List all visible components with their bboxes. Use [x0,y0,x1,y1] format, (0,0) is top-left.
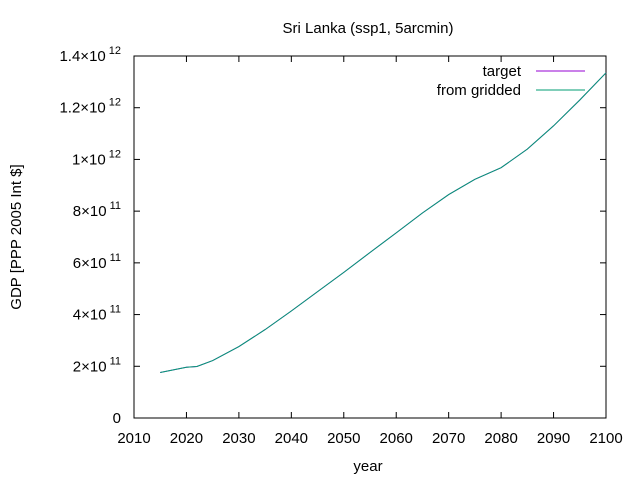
y-tick-label: 1.2×10 12 [59,97,121,117]
x-tick-label: 2060 [380,430,413,447]
x-tick-label: 2050 [327,430,360,447]
y-tick-label: 2×10 11 [73,355,121,375]
x-tick-label: 2080 [484,430,517,447]
y-axis: 0 2×10 11 4×10 11 6×10 11 8×10 11 1×10 12 1.2×10 12 1… [59,45,606,427]
x-tick-label: 2090 [537,430,570,447]
y-tick-label: 0 [113,410,121,427]
y-tick-label: 1.4×10 12 [59,45,121,65]
series-layer [160,72,607,373]
plot-frame [133,55,607,419]
legend-label: target [483,63,522,80]
y-tick-label: 6×10 11 [73,252,121,272]
x-tick-label: 2030 [222,430,255,447]
series-line-1 [160,72,607,373]
x-tick-label: 2010 [117,430,150,447]
y-tick-label: 4×10 11 [73,304,121,324]
series-line-2 [160,72,607,373]
x-tick-label: 2100 [589,430,622,447]
y-tick-label: 1×10 12 [72,148,121,168]
x-tick-label: 2020 [170,430,203,447]
x-axis-label: year [353,458,382,475]
legend: target from gridded [437,63,585,99]
chart-title: Sri Lanka (ssp1, 5arcmin) [283,20,454,37]
y-tick-label: 8×10 11 [73,200,121,220]
x-axis: 2010 2020 2030 2040 2050 2060 2070 2080 2090 2100 [117,56,623,447]
legend-label: from gridded [437,82,521,99]
x-tick-label: 2070 [432,430,465,447]
y-axis-label: GDP [PPP 2005 Int $] [8,164,25,309]
x-tick-label: 2040 [275,430,308,447]
